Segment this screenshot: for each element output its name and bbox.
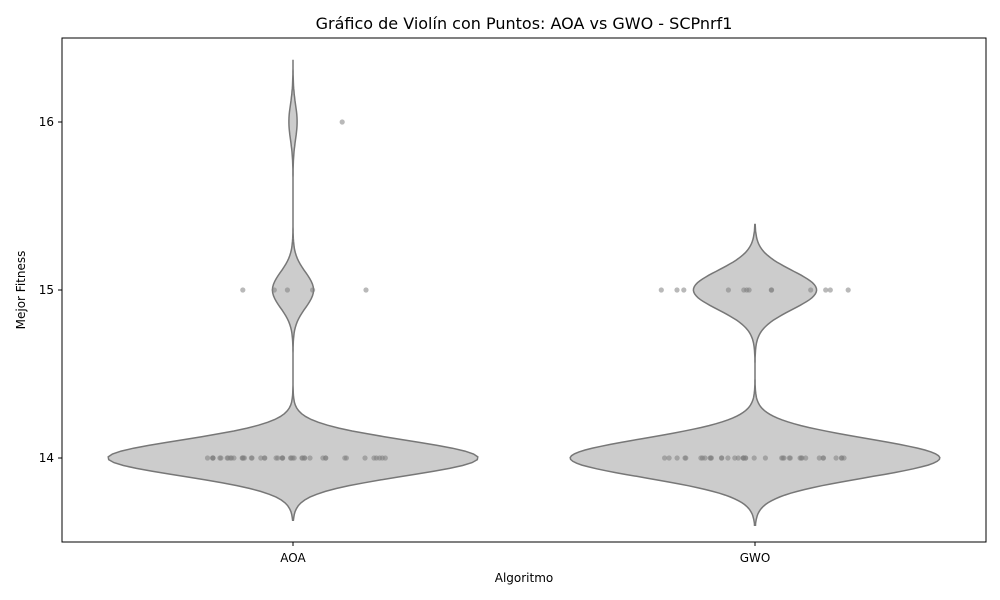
data-point-gwo bbox=[718, 455, 725, 461]
data-point-gwo bbox=[682, 455, 688, 461]
data-point-gwo bbox=[658, 287, 664, 293]
data-point-aoa bbox=[258, 455, 264, 461]
violin-gwo bbox=[569, 223, 941, 526]
data-point-aoa bbox=[284, 287, 290, 293]
data-point-aoa bbox=[261, 455, 268, 461]
data-point-gwo bbox=[698, 455, 704, 461]
data-point-aoa bbox=[240, 287, 246, 293]
data-point-gwo bbox=[816, 455, 822, 461]
data-point-aoa bbox=[339, 119, 345, 125]
data-point-gwo bbox=[674, 455, 680, 461]
y-tick-label: 14 bbox=[39, 451, 54, 465]
data-point-gwo bbox=[797, 455, 803, 461]
data-point-gwo bbox=[827, 287, 833, 293]
data-point-gwo bbox=[708, 455, 714, 461]
data-point-gwo bbox=[808, 287, 814, 293]
data-point-aoa bbox=[275, 455, 281, 461]
data-point-aoa bbox=[377, 455, 383, 461]
data-point-aoa bbox=[218, 455, 224, 461]
y-axis: 14 15 16 bbox=[39, 115, 62, 465]
data-point-gwo bbox=[820, 455, 827, 461]
data-point-gwo bbox=[702, 455, 708, 461]
data-point-gwo bbox=[762, 455, 769, 461]
data-point-gwo bbox=[725, 455, 731, 461]
data-point-aoa bbox=[224, 455, 230, 461]
data-point-gwo bbox=[833, 455, 839, 461]
data-point-gwo bbox=[674, 287, 680, 293]
data-point-gwo bbox=[803, 455, 809, 461]
data-point-gwo bbox=[681, 287, 687, 293]
data-point-aoa bbox=[271, 287, 277, 293]
data-point-aoa bbox=[248, 455, 254, 461]
data-point-gwo bbox=[740, 455, 747, 461]
data-point-gwo bbox=[732, 455, 738, 461]
plot-area bbox=[107, 59, 941, 526]
y-axis-label: Mejor Fitness bbox=[14, 251, 28, 330]
data-point-gwo bbox=[769, 287, 775, 293]
data-point-aoa bbox=[204, 455, 211, 461]
data-point-aoa bbox=[382, 455, 388, 461]
data-point-aoa bbox=[299, 455, 305, 461]
x-axis: AOA GWO bbox=[280, 542, 770, 565]
violin-aoa bbox=[107, 59, 479, 521]
data-point-gwo bbox=[666, 455, 672, 461]
data-point-aoa bbox=[363, 287, 369, 293]
data-point-aoa bbox=[371, 455, 377, 461]
data-point-gwo bbox=[725, 287, 732, 293]
data-point-aoa bbox=[323, 455, 329, 461]
data-point-aoa bbox=[240, 455, 246, 461]
x-tick-label-aoa: AOA bbox=[280, 551, 306, 565]
x-tick-label-gwo: GWO bbox=[740, 551, 771, 565]
data-point-aoa bbox=[307, 455, 313, 461]
chart-title: Gráfico de Violín con Puntos: AOA vs GWO… bbox=[316, 14, 733, 33]
data-point-gwo bbox=[662, 455, 668, 461]
data-point-aoa bbox=[210, 455, 216, 461]
x-axis-label: Algoritmo bbox=[495, 571, 554, 585]
data-point-gwo bbox=[746, 287, 752, 293]
data-point-gwo bbox=[823, 287, 829, 293]
data-point-aoa bbox=[310, 287, 316, 293]
data-point-aoa bbox=[342, 455, 348, 461]
data-point-gwo bbox=[787, 455, 793, 461]
data-point-aoa bbox=[280, 455, 286, 461]
data-point-gwo bbox=[839, 455, 845, 461]
y-tick-label: 15 bbox=[39, 283, 54, 297]
data-point-gwo bbox=[751, 455, 757, 461]
y-tick-label: 16 bbox=[39, 115, 54, 129]
data-point-aoa bbox=[288, 455, 294, 461]
data-point-gwo bbox=[779, 455, 785, 461]
data-point-aoa bbox=[362, 455, 368, 461]
data-point-gwo bbox=[845, 287, 851, 293]
